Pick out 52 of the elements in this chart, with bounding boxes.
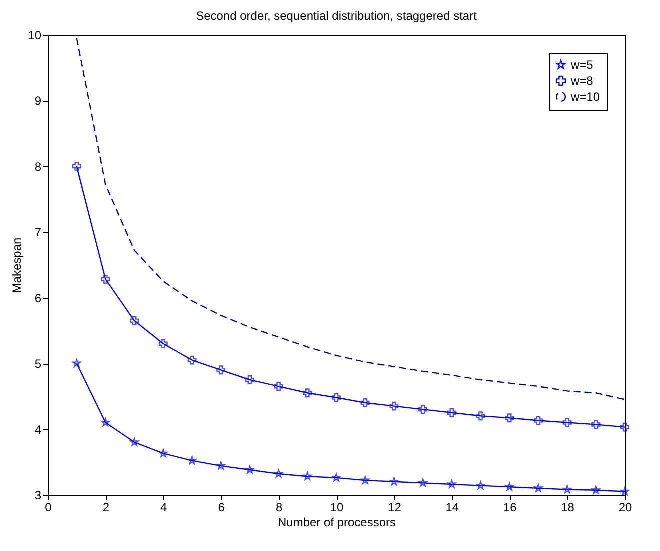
point xyxy=(534,416,543,426)
x-tick-label: 16 xyxy=(503,500,518,514)
legend-label: w=8 xyxy=(570,74,594,88)
point xyxy=(447,408,456,418)
point xyxy=(188,356,197,365)
x-tick-label: 20 xyxy=(618,500,632,514)
point xyxy=(534,484,543,492)
legend-label: w=10 xyxy=(570,90,600,104)
point xyxy=(332,473,341,482)
point xyxy=(332,393,341,402)
line-series xyxy=(76,38,626,400)
point xyxy=(505,414,514,423)
point xyxy=(418,405,428,414)
y-axis-title: Makespan xyxy=(10,238,24,294)
point xyxy=(101,274,110,284)
point xyxy=(620,487,630,496)
point xyxy=(72,162,82,171)
x-tick-label: 4 xyxy=(160,500,168,514)
y-tick-label: 3 xyxy=(34,488,42,502)
chart-title: Second order, sequential distribution, staggered start xyxy=(196,9,478,23)
point xyxy=(476,481,486,490)
x-tick-label: 0 xyxy=(45,500,52,514)
point xyxy=(216,366,226,375)
point xyxy=(592,420,601,430)
point xyxy=(390,402,399,411)
x-axis-title: Number of processors xyxy=(278,516,396,530)
y-tick-label: 10 xyxy=(28,28,42,42)
point xyxy=(130,316,140,326)
point xyxy=(158,339,168,348)
y-tick-label: 4 xyxy=(34,422,42,437)
y-tick-label: 9 xyxy=(34,94,42,108)
point xyxy=(562,418,572,428)
legend-label: w=5 xyxy=(570,58,594,72)
point xyxy=(274,382,284,392)
x-tick-label: 2 xyxy=(102,500,110,514)
point xyxy=(476,412,486,421)
y-tick-label: 5 xyxy=(34,357,42,372)
point xyxy=(620,422,630,432)
x-tick-label: 14 xyxy=(446,500,460,514)
point xyxy=(188,456,197,465)
point xyxy=(303,388,312,398)
point xyxy=(245,376,254,384)
point xyxy=(130,438,139,446)
y-tick-label: 7 xyxy=(34,226,42,240)
x-tick-label: 18 xyxy=(561,500,575,514)
x-tick-label: 6 xyxy=(218,500,226,514)
point xyxy=(360,398,370,408)
y-tick-label: 8 xyxy=(34,160,42,174)
x-tick-label: 8 xyxy=(276,500,283,514)
x-tick-label: 10 xyxy=(330,500,344,514)
x-tick-label: 12 xyxy=(388,500,402,514)
y-tick-label: 6 xyxy=(34,291,42,306)
